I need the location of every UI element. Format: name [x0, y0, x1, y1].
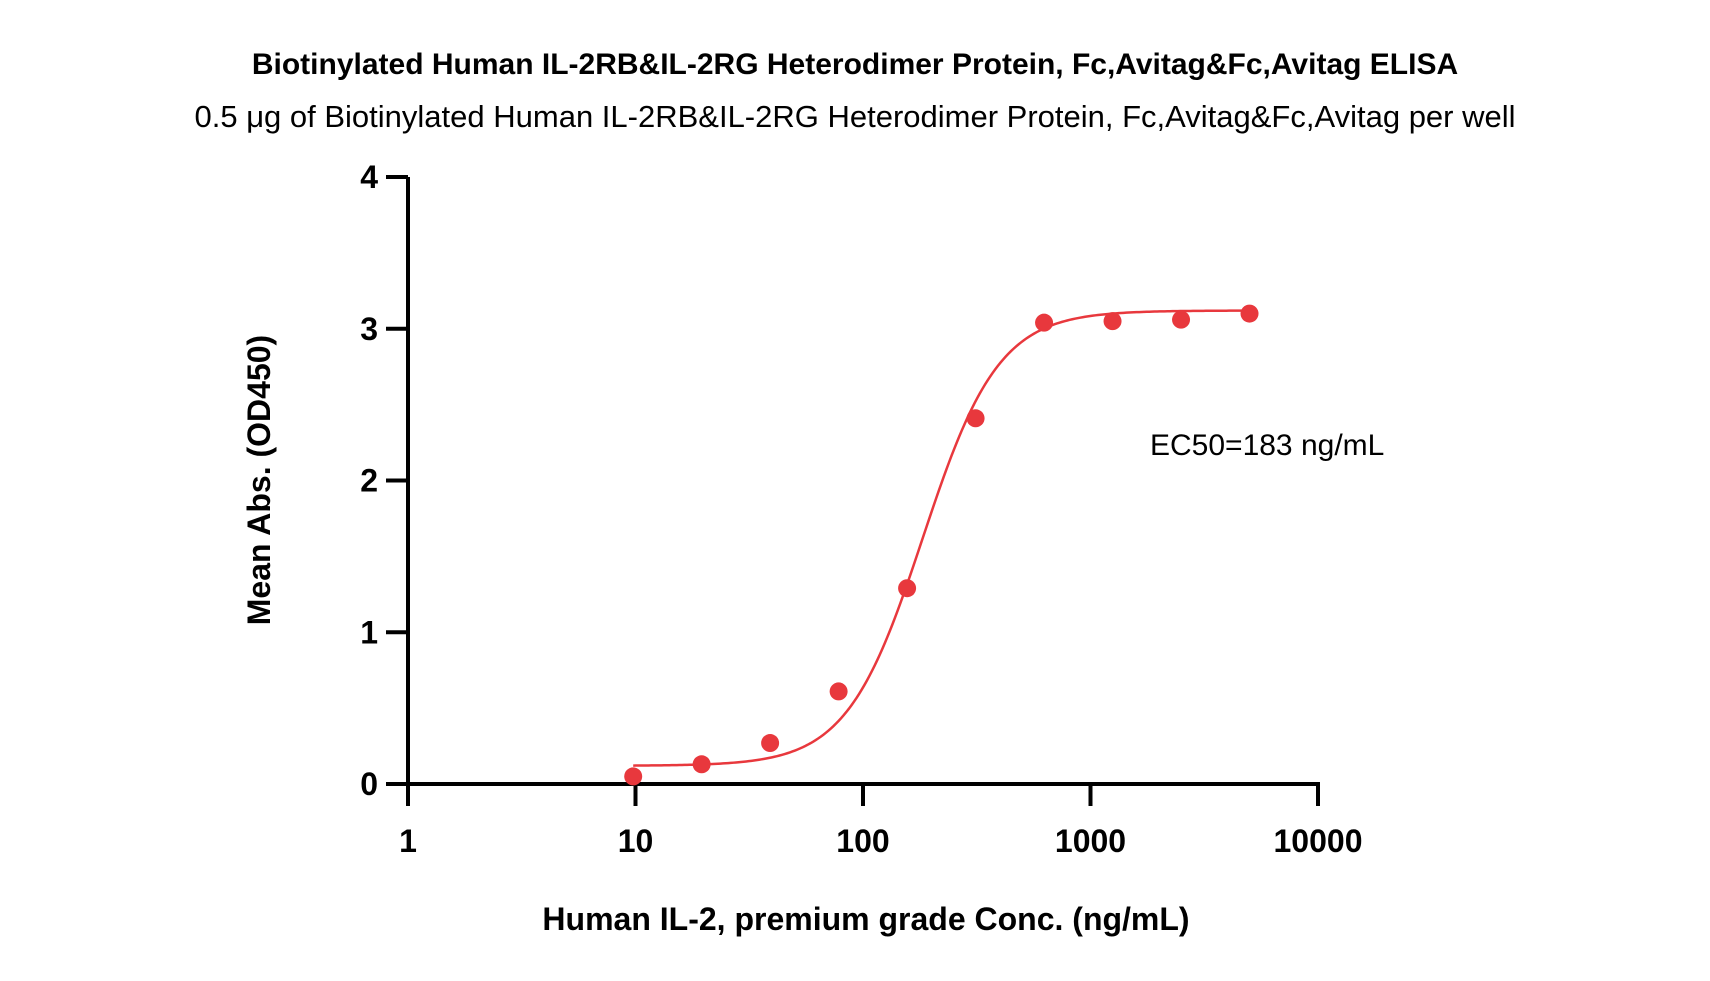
y-tick-label: 4 [360, 159, 378, 195]
x-tick-label: 1 [399, 823, 417, 859]
x-axis-title: Human IL-2, premium grade Conc. (ng/mL) [542, 901, 1189, 937]
chart-subtitle: 0.5 μg of Biotinylated Human IL-2RB&IL-2… [194, 99, 1516, 134]
y-tick-label: 1 [360, 614, 378, 650]
y-tick-label: 3 [360, 311, 378, 347]
axes [406, 177, 1320, 786]
data-point [1172, 310, 1191, 329]
data-point [1035, 313, 1054, 332]
data-point [898, 579, 917, 598]
x-tick-label: 100 [836, 823, 889, 859]
x-tick-label: 1000 [1055, 823, 1126, 859]
data-points [624, 304, 1259, 786]
data-point [624, 767, 643, 786]
x-tick-label: 10000 [1274, 823, 1363, 859]
data-point [692, 755, 711, 774]
data-point [1240, 304, 1259, 323]
data-point [829, 682, 848, 701]
y-axis-title: Mean Abs. (OD450) [241, 335, 277, 625]
ec50-annotation: EC50=183 ng/mL [1150, 429, 1384, 462]
y-tick-label: 0 [360, 766, 378, 802]
data-point [1103, 312, 1122, 331]
data-point [966, 409, 985, 428]
chart-title: Biotinylated Human IL-2RB&IL-2RG Heterod… [251, 48, 1459, 81]
fit-curve [633, 309, 1250, 767]
data-point [761, 734, 780, 753]
x-tick-label: 10 [618, 823, 654, 859]
y-tick-label: 2 [360, 463, 378, 499]
